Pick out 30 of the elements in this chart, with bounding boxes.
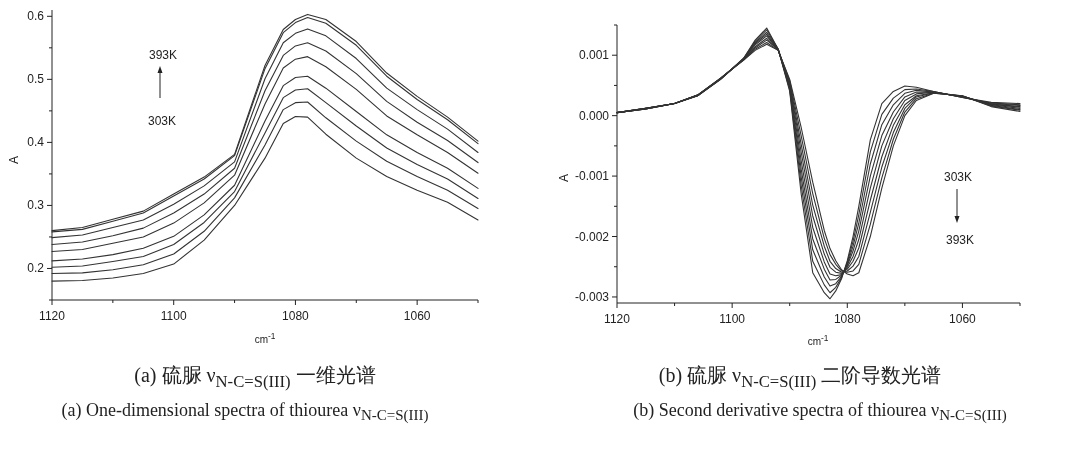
x-axis-title: cm$^{-1}$ bbox=[807, 332, 829, 348]
x-tick-label: 1060 bbox=[949, 312, 977, 326]
y-tick-label: 0.2 bbox=[27, 261, 45, 276]
text: (a) 硫脲 ν$_{N-C=S(III)}$ 一维光谱 bbox=[134, 363, 376, 392]
annotation: 303K bbox=[943, 170, 973, 184]
text: (b) Second derivative spectra of thiourea ν$_{N-C=S(III)}$ bbox=[633, 399, 1007, 425]
x-tick-label: 1120 bbox=[39, 309, 66, 323]
x-tick-label: 1060 bbox=[403, 309, 431, 323]
x-tick-label: 1100 bbox=[160, 309, 187, 323]
y-tick-label: 0.4 bbox=[27, 135, 45, 150]
y-tick-label: 0.001 bbox=[578, 48, 610, 63]
y-axis-title: A bbox=[7, 155, 21, 165]
y-tick-label: 0.000 bbox=[578, 108, 610, 123]
y-tick-label: -0.002 bbox=[574, 229, 610, 244]
annotation: 393K bbox=[148, 48, 178, 62]
y-tick-label: -0.003 bbox=[574, 289, 610, 304]
x-tick-label: 1100 bbox=[719, 312, 746, 326]
y-tick-label: 0.5 bbox=[27, 72, 45, 87]
annotation: 393K bbox=[945, 233, 975, 247]
annotation: 303K bbox=[147, 114, 177, 128]
x-axis-title: cm$^{-1}$ bbox=[254, 330, 276, 346]
y-tick-label: -0.001 bbox=[574, 169, 610, 184]
text: (b) 硫脲 ν$_{N-C=S(III)}$ 二阶导数光谱 bbox=[658, 363, 942, 392]
text: (a) One-dimensional spectra of thiourea ν$_{N-C=S(III)}$ bbox=[61, 399, 429, 425]
x-tick-label: 1080 bbox=[833, 312, 861, 326]
y-tick-label: 0.6 bbox=[27, 9, 45, 24]
x-tick-label: 1120 bbox=[604, 312, 631, 326]
x-tick-label: 1080 bbox=[282, 309, 310, 323]
y-axis-title: A bbox=[557, 173, 571, 183]
y-tick-label: 0.3 bbox=[27, 198, 45, 213]
